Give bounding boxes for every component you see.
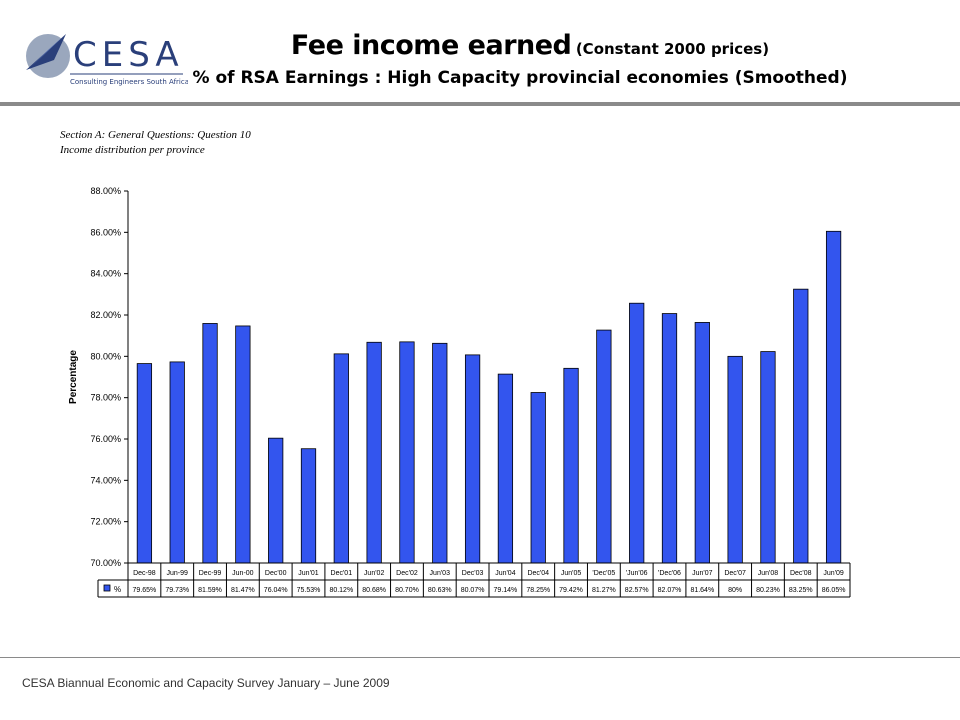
bar <box>268 437 284 564</box>
bar <box>596 329 612 564</box>
category-label: Jun'04 <box>495 570 516 577</box>
logo-wordmark: CESA <box>73 35 184 75</box>
category-label: Jun-00 <box>232 570 254 577</box>
category-label: Jun'09 <box>823 570 844 577</box>
data-value-label: 80.07% <box>461 587 485 594</box>
data-value-label: 82.57% <box>625 587 649 594</box>
section-description: Income distribution per province <box>60 144 205 156</box>
bar <box>629 302 645 564</box>
bar <box>760 351 776 564</box>
bar <box>825 230 842 564</box>
bar <box>661 313 678 564</box>
data-value-label: 75.53% <box>297 587 321 594</box>
y-tick-label: 76.00% <box>90 434 121 444</box>
cesa-logo: CESA Consulting Engineers South Africa <box>18 20 188 92</box>
data-value-label: 80.12% <box>329 587 353 594</box>
bar <box>563 367 579 564</box>
category-label: Dec'02 <box>396 570 418 577</box>
category-label: 'Dec'05 <box>592 570 615 577</box>
bar <box>694 322 710 564</box>
bar <box>202 323 218 564</box>
bar <box>432 342 448 564</box>
category-label: Jun'01 <box>298 570 319 577</box>
category-label: Dec-99 <box>199 570 222 577</box>
bar <box>530 392 546 564</box>
data-value-label: 83.25% <box>789 587 813 594</box>
data-value-label: 79.14% <box>494 587 518 594</box>
y-tick-label: 84.00% <box>90 269 121 279</box>
category-label: Dec'07 <box>724 570 746 577</box>
category-label: Dec'00 <box>265 570 287 577</box>
y-tick-label: 70.00% <box>90 558 121 568</box>
data-value-label: 81.59% <box>198 587 222 594</box>
y-tick-label: 80.00% <box>90 351 121 361</box>
page-subtitle: % of RSA Earnings : High Capacity provin… <box>192 68 848 88</box>
data-value-label: 81.47% <box>231 587 255 594</box>
bar <box>366 341 382 564</box>
category-label: Jun'05 <box>561 570 582 577</box>
bar <box>464 354 481 564</box>
category-label: Dec'01 <box>331 570 353 577</box>
bar <box>235 325 251 564</box>
data-value-label: 80.68% <box>362 587 386 594</box>
title-note: (Constant 2000 prices) <box>575 40 770 58</box>
category-label: Dec-98 <box>133 570 156 577</box>
data-value-label: 79.65% <box>133 587 157 594</box>
section-question: Section A: General Questions: Question 1… <box>60 129 251 141</box>
data-value-label: 76.04% <box>264 587 288 594</box>
category-label: Jun'03 <box>430 570 451 577</box>
title-text: Fee income earned <box>290 30 572 61</box>
legend-label: % <box>114 585 121 594</box>
data-value-label: 79.42% <box>559 587 583 594</box>
category-label: Jun'08 <box>758 570 779 577</box>
header-divider <box>0 102 960 106</box>
bar <box>497 373 514 564</box>
bar <box>136 363 153 564</box>
data-value-label: 80.23% <box>756 587 780 594</box>
bar <box>169 361 185 564</box>
bar <box>300 448 317 564</box>
y-tick-label: 72.00% <box>90 517 121 527</box>
y-tick-label: 86.00% <box>90 227 121 237</box>
data-value-label: 81.64% <box>690 587 714 594</box>
data-value-label: 82.07% <box>658 587 682 594</box>
data-value-label: 80.70% <box>395 587 419 594</box>
bar <box>727 355 743 564</box>
y-tick-label: 74.00% <box>90 475 121 485</box>
y-tick-label: 82.00% <box>90 310 121 320</box>
data-value-label: 80% <box>728 587 742 594</box>
y-tick-label: 78.00% <box>90 393 121 403</box>
cesa-arrow-logo-icon <box>26 34 70 78</box>
footer-divider <box>0 657 960 658</box>
category-label: Dec'08 <box>790 570 812 577</box>
logo-tagline: Consulting Engineers South Africa <box>70 78 188 86</box>
data-value-label: 78.25% <box>526 587 550 594</box>
legend-swatch <box>103 584 111 592</box>
data-value-label: 86.05% <box>822 587 846 594</box>
y-axis-title: Percentage <box>68 350 79 404</box>
category-label: Dec'03 <box>462 570 484 577</box>
page-title: Fee income earned (Constant 2000 prices) <box>210 30 850 61</box>
category-label: Jun-99 <box>167 570 189 577</box>
bar <box>333 353 349 564</box>
y-tick-label: 88.00% <box>90 186 121 196</box>
category-label: Jun'02 <box>364 570 385 577</box>
section-note: Section A: General Questions: Question 1… <box>60 128 251 158</box>
data-value-label: 79.73% <box>165 587 189 594</box>
category-label: Dec'04 <box>527 570 549 577</box>
bar <box>793 288 809 564</box>
data-value-label: 80.63% <box>428 587 452 594</box>
data-value-label: 81.27% <box>592 587 616 594</box>
category-label: 'Jun'06 <box>626 570 648 577</box>
bar <box>399 341 415 564</box>
category-label: Jun'07 <box>692 570 713 577</box>
footer-text: CESA Biannual Economic and Capacity Surv… <box>22 676 390 690</box>
bar-chart: 70.00% 72.00% 74.00% 76.00% 78.00% 80.00% 82.0… <box>68 186 851 598</box>
category-label: 'Dec'06 <box>658 570 681 577</box>
